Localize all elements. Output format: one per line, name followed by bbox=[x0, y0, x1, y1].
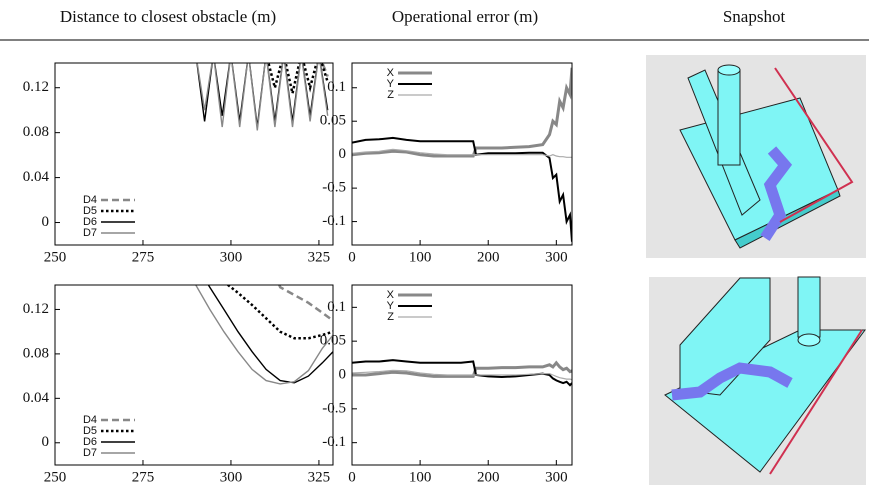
series-line bbox=[196, 63, 329, 131]
y-tick-label: 0.12 bbox=[23, 301, 49, 317]
legend-label: Z bbox=[387, 311, 394, 323]
series-line bbox=[277, 285, 333, 322]
column-header: Distance to closest obstacle (m) bbox=[60, 7, 276, 26]
y-tick-label: 0.08 bbox=[23, 124, 49, 140]
y-tick-label: 0 bbox=[339, 146, 347, 162]
x-tick-label: 300 bbox=[220, 469, 243, 485]
x-tick-label: 300 bbox=[545, 469, 568, 485]
y-tick-label: 0 bbox=[339, 366, 347, 382]
x-tick-label: 100 bbox=[409, 469, 432, 485]
x-tick-label: 275 bbox=[132, 469, 155, 485]
series-line bbox=[352, 369, 572, 381]
y-tick-label: 0.08 bbox=[23, 345, 49, 361]
x-tick-label: 300 bbox=[220, 249, 243, 265]
legend-label: Z bbox=[387, 89, 394, 101]
column-header: Snapshot bbox=[723, 7, 786, 26]
column-header: Operational error (m) bbox=[392, 7, 538, 26]
x-tick-label: 325 bbox=[308, 469, 331, 485]
x-tick-label: 0 bbox=[348, 249, 356, 265]
y-tick-label: 0.05 bbox=[320, 333, 346, 349]
series-line bbox=[352, 67, 572, 158]
y-tick-label: -0.5 bbox=[322, 400, 346, 416]
y-tick-label: 0.04 bbox=[23, 169, 50, 185]
y-tick-label: 0 bbox=[42, 434, 50, 450]
series-line bbox=[226, 285, 333, 340]
series-line bbox=[352, 148, 572, 158]
series-line bbox=[207, 285, 333, 384]
x-tick-label: 325 bbox=[308, 249, 331, 265]
y-tick-label: 0.1 bbox=[327, 79, 346, 95]
plot-area bbox=[352, 359, 572, 387]
legend-label: Y bbox=[387, 300, 395, 312]
legend-label: D6 bbox=[83, 216, 97, 228]
series-line bbox=[267, 63, 329, 94]
plot-area bbox=[194, 285, 333, 385]
legend-label: Y bbox=[387, 78, 395, 90]
legend-label: D5 bbox=[83, 205, 97, 217]
y-tick-label: -0.5 bbox=[322, 180, 346, 196]
y-tick-label: 0.12 bbox=[23, 79, 49, 95]
x-tick-label: 250 bbox=[44, 469, 67, 485]
x-tick-label: 250 bbox=[44, 249, 67, 265]
y-tick-label: -0.1 bbox=[322, 213, 346, 229]
y-tick-label: 0 bbox=[42, 214, 50, 230]
legend-label: D7 bbox=[83, 447, 97, 459]
plot-area bbox=[196, 63, 329, 131]
plot-frame bbox=[54, 62, 334, 246]
x-tick-label: 0 bbox=[348, 469, 356, 485]
x-tick-label: 100 bbox=[409, 249, 432, 265]
y-tick-label: 0.1 bbox=[327, 299, 346, 315]
y-tick-label: 0.05 bbox=[320, 113, 346, 129]
y-tick-label: 0.04 bbox=[23, 390, 50, 406]
plot-area bbox=[352, 67, 572, 242]
snapshot bbox=[646, 55, 866, 258]
series-line bbox=[352, 136, 572, 242]
legend-label: D5 bbox=[83, 425, 97, 437]
series-line bbox=[352, 359, 572, 387]
legend-label: X bbox=[387, 289, 395, 301]
plot-frame bbox=[351, 62, 573, 246]
y-tick-label: -0.1 bbox=[322, 434, 346, 450]
plot-frame bbox=[351, 284, 573, 466]
legend-label: D4 bbox=[83, 194, 97, 206]
legend-label: D4 bbox=[83, 414, 97, 426]
legend-label: D7 bbox=[83, 227, 97, 239]
x-tick-label: 300 bbox=[545, 249, 568, 265]
x-tick-label: 275 bbox=[132, 249, 155, 265]
series-line bbox=[194, 285, 333, 385]
x-tick-label: 200 bbox=[477, 249, 500, 265]
series-line bbox=[352, 360, 572, 378]
legend-label: D6 bbox=[83, 436, 97, 448]
plot-frame bbox=[54, 284, 334, 466]
x-tick-label: 200 bbox=[477, 469, 500, 485]
snapshot bbox=[649, 276, 866, 485]
legend-label: X bbox=[387, 67, 395, 79]
